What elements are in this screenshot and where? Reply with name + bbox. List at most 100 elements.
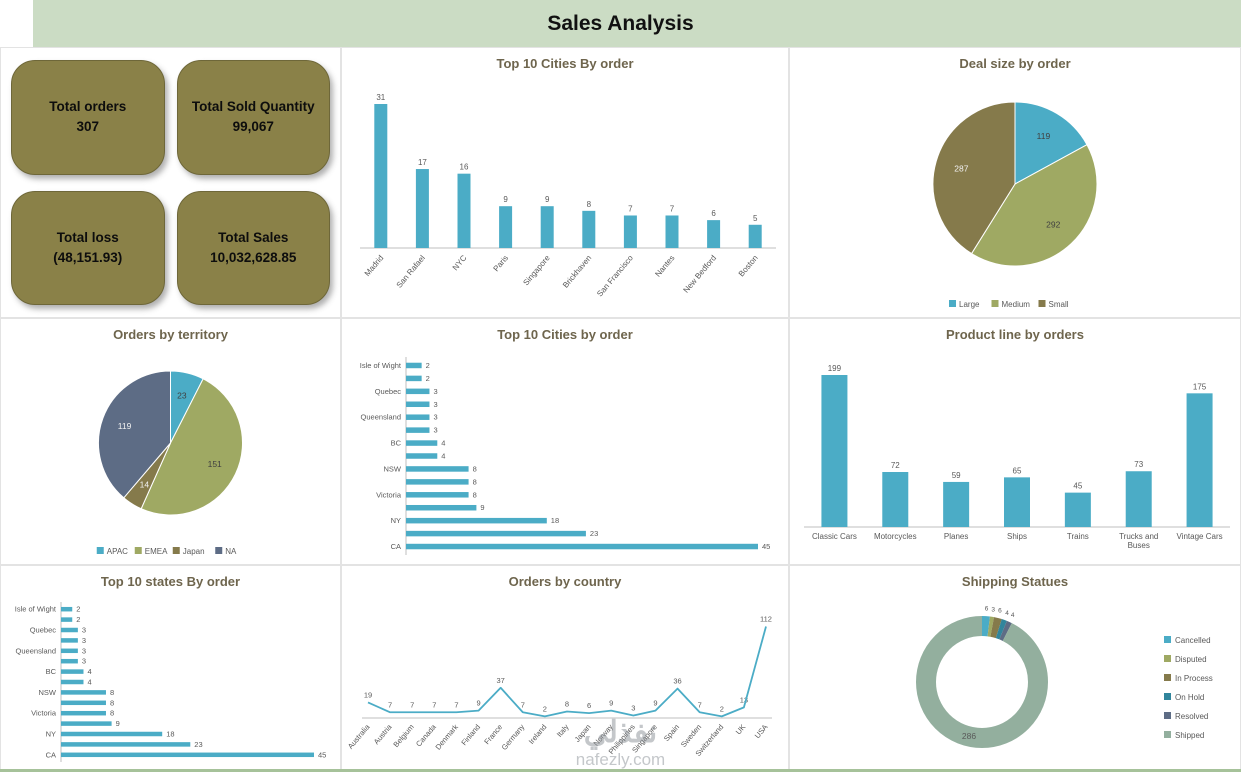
svg-text:APAC: APAC: [107, 547, 128, 556]
svg-text:Madrid: Madrid: [363, 254, 386, 279]
panel-orders-by-territory: Orders by territory 23 151 14 119 APAC EMEA Ja…: [0, 318, 341, 565]
svg-text:18: 18: [551, 516, 559, 525]
panel-product-line: Product line by orders 199 Classic Cars 72…: [789, 318, 1241, 565]
svg-text:Shipped: Shipped: [1175, 731, 1204, 740]
svg-text:Disputed: Disputed: [1175, 655, 1207, 664]
svg-text:8: 8: [473, 490, 477, 499]
svg-text:6: 6: [711, 209, 716, 218]
svg-text:In Process: In Process: [1175, 674, 1213, 683]
svg-text:Ireland: Ireland: [527, 723, 549, 746]
kpi-total-orders: Total orders 307: [11, 60, 165, 175]
svg-text:5: 5: [753, 214, 758, 223]
kpi-total-sales: Total Sales 10,032,628.85: [176, 190, 330, 305]
svg-text:3: 3: [433, 426, 437, 435]
svg-text:Boston: Boston: [737, 254, 760, 279]
svg-text:175: 175: [1193, 382, 1207, 391]
svg-text:Trucks and: Trucks and: [1119, 532, 1158, 541]
svg-text:Singapore: Singapore: [521, 253, 552, 287]
chart-title: Top 10 states By order: [100, 574, 241, 589]
svg-text:Spain: Spain: [662, 723, 681, 743]
svg-text:73: 73: [1134, 460, 1143, 469]
svg-text:9: 9: [480, 503, 484, 512]
svg-text:23: 23: [590, 529, 598, 538]
kpi-label: Total loss: [56, 229, 119, 245]
svg-text:CA: CA: [391, 542, 401, 551]
svg-text:New Bedford: New Bedford: [682, 254, 719, 295]
svg-text:8: 8: [587, 200, 592, 209]
product-line-bar-chart[interactable]: 199 Classic Cars 72 Motorcycles 59 Planes 65 Sh…: [790, 349, 1240, 561]
svg-text:8: 8: [110, 709, 114, 718]
svg-text:72: 72: [891, 461, 900, 470]
svg-text:6: 6: [998, 608, 1002, 615]
svg-text:7: 7: [698, 700, 702, 709]
svg-text:112: 112: [760, 615, 772, 624]
svg-text:Cancelled: Cancelled: [1175, 636, 1211, 645]
svg-text:CA: CA: [46, 750, 56, 759]
bottom-accent-strip: [0, 769, 1241, 772]
svg-text:Japan: Japan: [573, 723, 593, 744]
panel-top-cities-by-order: Top 10 Cities By order 31 Madrid 17 San Raf…: [341, 47, 789, 318]
svg-text:Vintage Cars: Vintage Cars: [1177, 532, 1223, 541]
svg-text:7: 7: [521, 700, 525, 709]
deal-size-pie-chart[interactable]: 119 292 287 Large Medium Small: [790, 78, 1240, 314]
svg-text:Finland: Finland: [459, 723, 482, 748]
kpi-value: 307: [76, 119, 100, 135]
top-cities-bar-chart[interactable]: 31 Madrid 17 San Rafael 16 NYC 9 Paris 9 Singapor…: [342, 78, 788, 314]
svg-text:Paris: Paris: [492, 254, 511, 274]
header-notch: [0, 0, 33, 47]
svg-text:7: 7: [454, 700, 458, 709]
svg-text:Quebec: Quebec: [375, 387, 402, 396]
svg-text:9: 9: [545, 195, 550, 204]
chart-title: Top 10 Cities By order: [496, 56, 634, 71]
svg-text:4: 4: [1011, 612, 1015, 619]
svg-text:3: 3: [82, 626, 86, 635]
svg-text:17: 17: [418, 158, 427, 167]
svg-text:3: 3: [82, 646, 86, 655]
svg-text:Nantes: Nantes: [653, 254, 676, 279]
svg-text:287: 287: [954, 164, 968, 174]
panel-orders-by-country: Orders by country 19 Australia 7 Austria 7 Be…: [341, 565, 789, 772]
svg-text:7: 7: [432, 700, 436, 709]
svg-text:8: 8: [110, 698, 114, 707]
kpi-value: 99,067: [232, 119, 274, 135]
svg-text:6: 6: [985, 606, 989, 613]
svg-text:NSW: NSW: [39, 688, 57, 697]
svg-text:NSW: NSW: [384, 464, 402, 473]
svg-text:4: 4: [1005, 610, 1009, 617]
svg-text:45: 45: [762, 542, 770, 551]
svg-text:3: 3: [991, 606, 995, 613]
svg-text:7: 7: [410, 700, 414, 709]
svg-text:Large: Large: [959, 300, 980, 309]
panel-shipping-status: Shipping Statues 6 3 6 4 4 286 Cancelled Disput…: [789, 565, 1241, 772]
svg-text:7: 7: [670, 204, 675, 213]
svg-text:BC: BC: [391, 439, 402, 448]
svg-text:NA: NA: [225, 547, 237, 556]
svg-text:9: 9: [653, 699, 657, 708]
svg-text:UK: UK: [734, 723, 748, 737]
svg-text:36: 36: [673, 677, 681, 686]
orders-by-country-line-chart[interactable]: 19Australia7Austria7Belgium7Canada7Denma…: [342, 596, 788, 768]
svg-text:Queensland: Queensland: [361, 413, 401, 422]
svg-text:3: 3: [433, 413, 437, 422]
svg-text:292: 292: [1046, 220, 1060, 230]
svg-text:9: 9: [609, 699, 613, 708]
svg-text:France: France: [482, 723, 504, 747]
kpi-label: Total Sold Quantity: [191, 99, 315, 114]
svg-text:3: 3: [433, 400, 437, 409]
territory-pie-chart[interactable]: 23 151 14 119 APAC EMEA Japan NA: [1, 349, 340, 561]
svg-text:2: 2: [76, 615, 80, 624]
svg-text:9: 9: [116, 719, 120, 728]
kpi-value: (48,151.93): [53, 249, 123, 265]
kpi-total-sold-quantity: Total Sold Quantity 99,067: [176, 60, 330, 175]
svg-text:286: 286: [962, 731, 976, 741]
svg-text:NY: NY: [46, 730, 56, 739]
svg-text:31: 31: [376, 93, 385, 102]
svg-text:Ships: Ships: [1007, 532, 1027, 541]
svg-text:7: 7: [388, 700, 392, 709]
svg-text:Japan: Japan: [183, 547, 205, 556]
svg-text:2: 2: [426, 374, 430, 383]
